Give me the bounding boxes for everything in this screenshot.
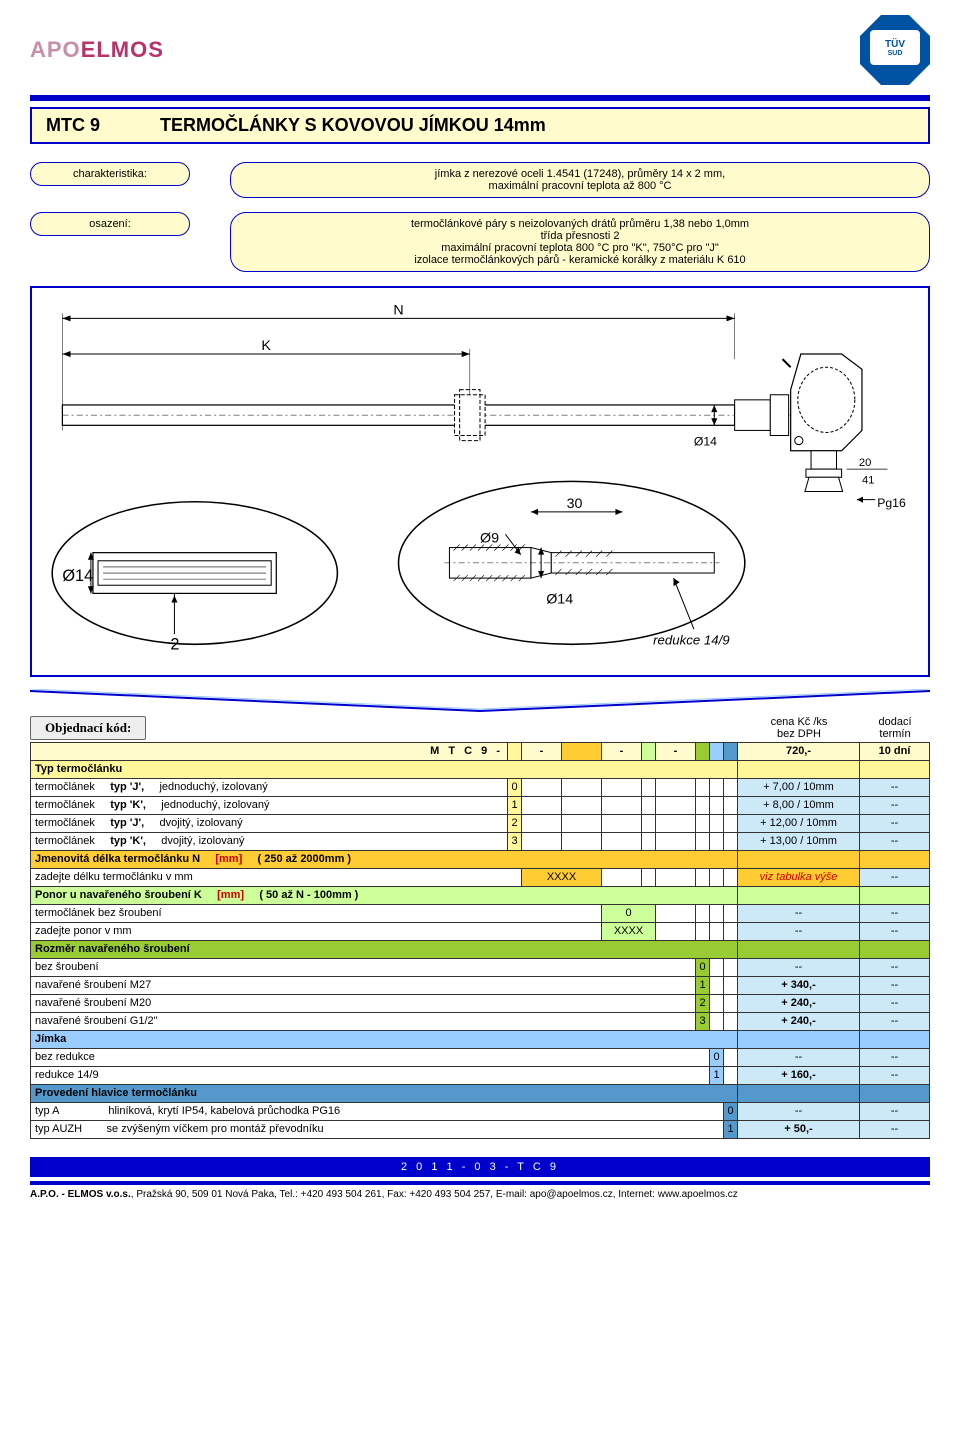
table-row: zadejte ponor v mmXXXX---- xyxy=(31,922,930,940)
base-deliv: 10 dní xyxy=(860,742,930,760)
dim-d14-left: Ø14 xyxy=(62,567,93,585)
dim-20: 20 xyxy=(859,457,871,469)
logo-part2: ELMOS xyxy=(81,37,164,62)
table-row: termočlánek typ 'J', jednoduchý, izolova… xyxy=(31,778,930,796)
tuv-sub: SUD xyxy=(888,50,903,57)
table-row: typ AUZH se zvýšeným víčkem pro montáž p… xyxy=(31,1120,930,1138)
dim-k: K xyxy=(261,338,271,354)
order-header-row: Objednací kód: cena Kč /ks bez DPH dodac… xyxy=(30,716,930,740)
footer-rest: , Pražská 90, 509 01 Nová Paka, Tel.: +4… xyxy=(131,1189,738,1200)
tuv-main: TÜV xyxy=(885,39,905,50)
dim-d14-mid: Ø14 xyxy=(546,592,573,608)
char-line1: jímka z nerezové oceli 1.4541 (17248), p… xyxy=(247,168,913,180)
osaz-label: osazení: xyxy=(30,212,190,236)
product-title: TERMOČLÁNKY S KOVOVOU JÍMKOU 14mm xyxy=(160,115,546,136)
table-row: termočlánek typ 'K', dvojitý, izolovaný3… xyxy=(31,832,930,850)
mtc-code: M T C 9 - xyxy=(430,745,503,757)
char-line2: maximální pracovní teplota až 800 °C xyxy=(247,180,913,192)
base-price: 720,- xyxy=(738,742,860,760)
dim-2: 2 xyxy=(170,635,179,653)
delivery-header: dodací termín xyxy=(860,716,930,740)
title-box: MTC 9 TERMOČLÁNKY S KOVOVOU JÍMKOU 14mm xyxy=(30,107,930,144)
sec-typ: Typ termočlánku xyxy=(31,760,738,778)
footer-code: 2 0 1 1 - 0 3 - T C 9 xyxy=(30,1157,930,1177)
price-header: cena Kč /ks bez DPH xyxy=(738,716,860,740)
osaz-line2: třída přesnosti 2 xyxy=(247,230,913,242)
characteristics-row: charakteristika: jímka z nerezové oceli … xyxy=(30,162,930,198)
technical-diagram: N K Ø14 xyxy=(30,286,930,677)
table-row: termočlánek typ 'K', jednoduchý, izolova… xyxy=(31,796,930,814)
table-row: navařené šroubení M202+ 240,--- xyxy=(31,994,930,1012)
table-row: termočlánek bez šroubení0---- xyxy=(31,904,930,922)
divider-bar xyxy=(30,95,930,101)
footer-text: A.P.O. - ELMOS v.o.s., Pražská 90, 509 0… xyxy=(30,1185,930,1204)
table-row: bez šroubení0---- xyxy=(31,958,930,976)
osaz-line3: maximální pracovní teplota 800 °C pro "K… xyxy=(247,242,913,254)
dim-41: 41 xyxy=(862,474,874,486)
osazeni-row: osazení: termočlánkové páry s neizolovan… xyxy=(30,212,930,272)
table-row: bez redukce0---- xyxy=(31,1048,930,1066)
osaz-line4: izolace termočlánkových párů - keramické… xyxy=(247,254,913,266)
order-table: M T C 9 - - - - 720,- 10 dní Typ termočl… xyxy=(30,742,930,1139)
dim-d14-top: Ø14 xyxy=(694,435,717,449)
dim-30: 30 xyxy=(567,496,583,512)
logo-part1: APO xyxy=(30,37,81,62)
company-logo: APOELMOS xyxy=(30,37,164,63)
header-logos: APOELMOS TÜV SUD xyxy=(30,15,930,85)
table-row: zadejte délku termočlánku v mmXXXXviz ta… xyxy=(31,868,930,886)
char-text: jímka z nerezové oceli 1.4541 (17248), p… xyxy=(230,162,930,198)
table-row: termočlánek typ 'J', dvojitý, izolovaný2… xyxy=(31,814,930,832)
osaz-text: termočlánkové páry s neizolovaných drátů… xyxy=(230,212,930,272)
table-row: typ A hliníková, krytí IP54, kabelová pr… xyxy=(31,1102,930,1120)
char-label: charakteristika: xyxy=(30,162,190,186)
product-code: MTC 9 xyxy=(46,115,100,136)
table-row: navařené šroubení G1/2"3+ 240,--- xyxy=(31,1012,930,1030)
code-row: M T C 9 - - - - 720,- 10 dní xyxy=(31,742,930,760)
redukce-label: redukce 14/9 xyxy=(653,632,730,647)
dim-n: N xyxy=(393,302,403,318)
table-row: redukce 14/91+ 160,--- xyxy=(31,1066,930,1084)
chevron-divider xyxy=(30,689,930,713)
dim-d9: Ø9 xyxy=(480,530,499,546)
order-code-label: Objednací kód: xyxy=(30,716,146,740)
dim-pg16: Pg16 xyxy=(877,496,906,510)
tuv-badge: TÜV SUD xyxy=(860,15,930,85)
table-row: navařené šroubení M271+ 340,--- xyxy=(31,976,930,994)
diagram-svg: N K Ø14 xyxy=(42,298,918,665)
osaz-line1: termočlánkové páry s neizolovaných drátů… xyxy=(247,218,913,230)
